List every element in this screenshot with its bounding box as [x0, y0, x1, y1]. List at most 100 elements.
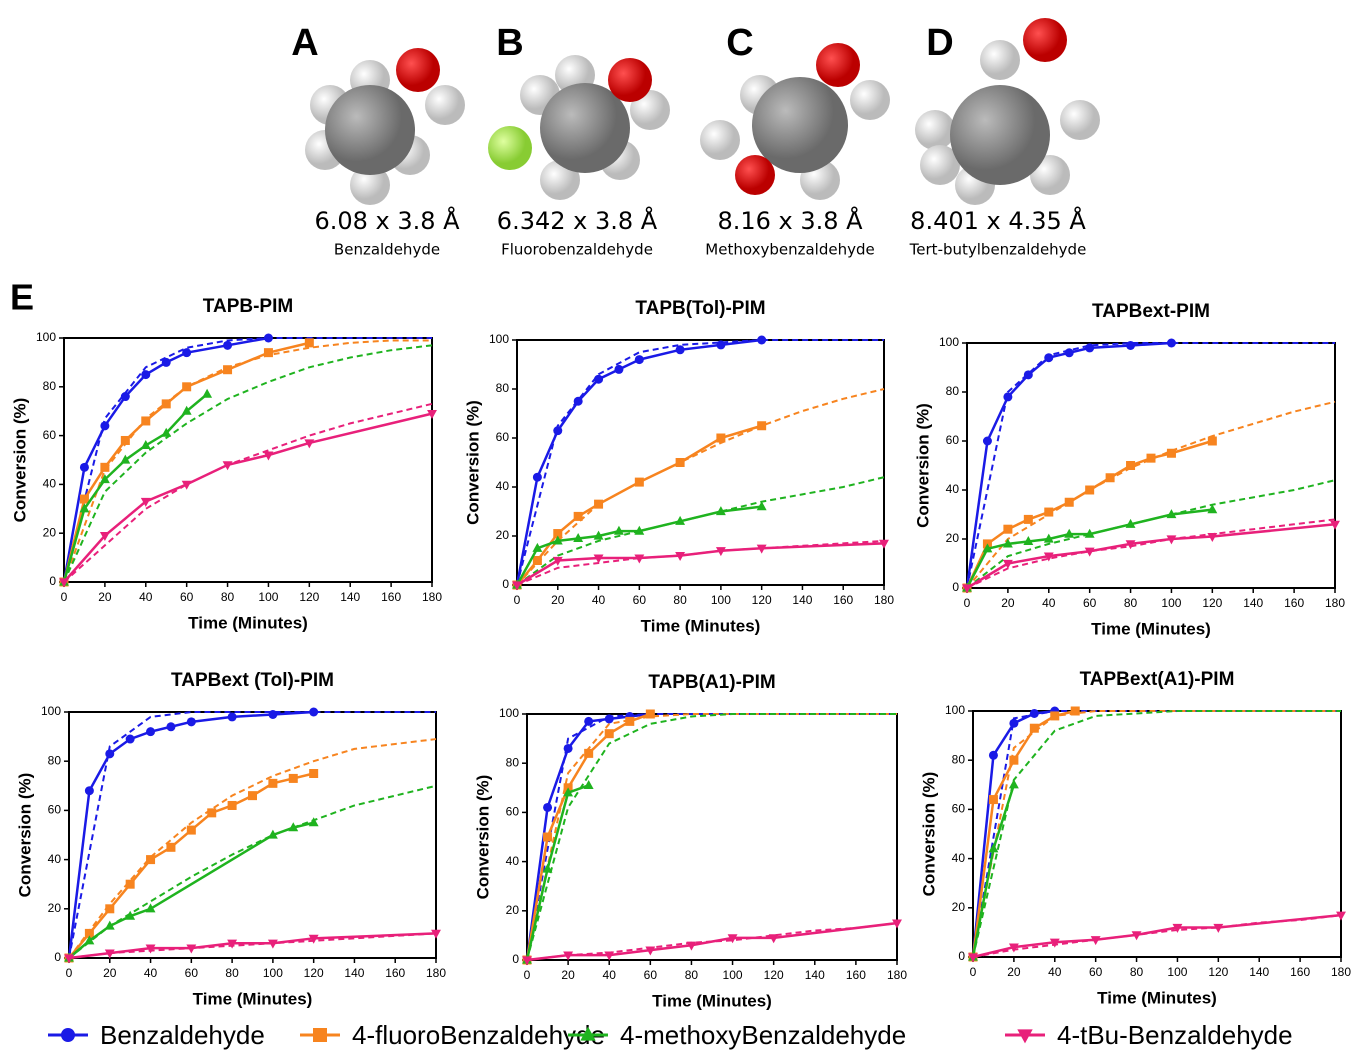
x-tick-label: 0: [66, 966, 73, 980]
data-point: [989, 795, 998, 804]
fit-line: [527, 714, 897, 960]
x-tick-label: 180: [426, 966, 446, 980]
figure: A6.08 x 3.8 ÅBenzaldehydeB6.342 x 3.8 ÅF…: [0, 0, 1352, 1050]
data-point: [988, 843, 998, 852]
x-tick-label: 160: [381, 590, 401, 604]
x-tick-label: 140: [340, 590, 360, 604]
data-point: [1167, 449, 1176, 458]
y-tick-label: 40: [946, 482, 960, 496]
y-tick-label: 80: [496, 381, 510, 395]
data-point: [989, 751, 998, 760]
data-point: [605, 729, 614, 738]
data-point: [187, 717, 196, 726]
data-point: [1030, 709, 1039, 718]
y-tick-label: 80: [506, 755, 520, 769]
x-tick-label: 180: [1331, 965, 1351, 979]
x-tick-label: 0: [970, 965, 977, 979]
data-point: [574, 397, 583, 406]
x-tick-label: 80: [685, 968, 699, 982]
x-tick-label: 180: [887, 968, 907, 982]
y-tick-label: 20: [952, 900, 966, 914]
data-point: [207, 808, 216, 817]
data-point: [85, 786, 94, 795]
data-point: [564, 744, 573, 753]
legend-label: 4-tBu-Benzaldehyde: [1057, 1020, 1293, 1050]
series-line: [973, 711, 1075, 957]
data-point: [248, 791, 257, 800]
y-tick-label: 60: [946, 433, 960, 447]
data-point: [1147, 454, 1156, 463]
data-point: [1030, 724, 1039, 733]
series-line: [967, 524, 1335, 588]
fit-line: [517, 477, 884, 585]
x-tick-label: 120: [1208, 965, 1228, 979]
data-point: [1065, 498, 1074, 507]
data-point: [1044, 353, 1053, 362]
data-point: [100, 463, 109, 472]
fit-line: [69, 933, 436, 958]
data-point: [574, 512, 583, 521]
data-point: [202, 389, 212, 398]
x-tick-label: 120: [752, 593, 772, 607]
x-tick-label: 140: [805, 968, 825, 982]
x-tick-label: 20: [551, 593, 565, 607]
x-tick-label: 20: [103, 966, 117, 980]
data-point: [1126, 341, 1135, 350]
y-tick-label: 0: [502, 577, 509, 591]
molecule-name: Methoxybenzaldehyde: [705, 241, 874, 259]
data-point: [121, 392, 130, 401]
data-point: [100, 421, 109, 430]
x-tick-label: 160: [846, 968, 866, 982]
data-point: [1044, 508, 1053, 517]
y-tick-label: 40: [48, 852, 62, 866]
y-axis-label: Conversion (%): [463, 400, 482, 525]
data-point: [126, 880, 135, 889]
series-line: [527, 923, 897, 960]
x-tick-label: 40: [603, 968, 617, 982]
data-point: [584, 749, 593, 758]
y-tick-label: 80: [946, 384, 960, 398]
data-point: [121, 436, 130, 445]
page: {"molecules":[{"letter":"A","size":"6.08…: [0, 0, 1352, 1050]
data-point: [228, 712, 237, 721]
data-point: [166, 843, 175, 852]
molecule-c: [700, 43, 890, 200]
x-tick-label: 120: [304, 966, 324, 980]
data-point: [228, 801, 237, 810]
data-point: [1024, 515, 1033, 524]
x-tick-label: 20: [561, 968, 575, 982]
y-tick-label: 80: [48, 753, 62, 767]
molecule-b: [488, 55, 670, 200]
data-point: [533, 556, 542, 565]
data-point: [141, 370, 150, 379]
molecule-letter: B: [496, 22, 523, 64]
data-point: [162, 358, 171, 367]
data-point: [126, 735, 135, 744]
molecule-letter: C: [726, 22, 753, 64]
x-tick-label: 40: [139, 590, 153, 604]
data-point: [105, 749, 114, 758]
data-point: [1050, 711, 1059, 720]
y-tick-label: 80: [43, 379, 57, 393]
plot-frame: [69, 712, 436, 958]
x-tick-label: 40: [1048, 965, 1062, 979]
data-point: [309, 769, 318, 778]
data-point: [223, 341, 232, 350]
data-point: [1085, 486, 1094, 495]
data-point: [223, 365, 232, 374]
x-tick-label: 80: [1124, 596, 1138, 610]
x-tick-label: 100: [711, 593, 731, 607]
data-point: [120, 455, 130, 464]
chart-title: TAPB(Tol)-PIM: [635, 298, 765, 319]
data-point: [1126, 461, 1135, 470]
y-axis-label: Conversion (%): [913, 403, 932, 528]
data-point: [716, 434, 725, 443]
data-point: [533, 473, 542, 482]
x-tick-label: 20: [1001, 596, 1015, 610]
x-axis-label: Time (Minutes): [1097, 988, 1217, 1007]
x-tick-label: 80: [673, 593, 687, 607]
y-axis-label: Conversion (%): [10, 398, 29, 523]
x-tick-label: 40: [144, 966, 158, 980]
x-tick-label: 100: [1167, 965, 1187, 979]
data-point: [305, 338, 314, 347]
